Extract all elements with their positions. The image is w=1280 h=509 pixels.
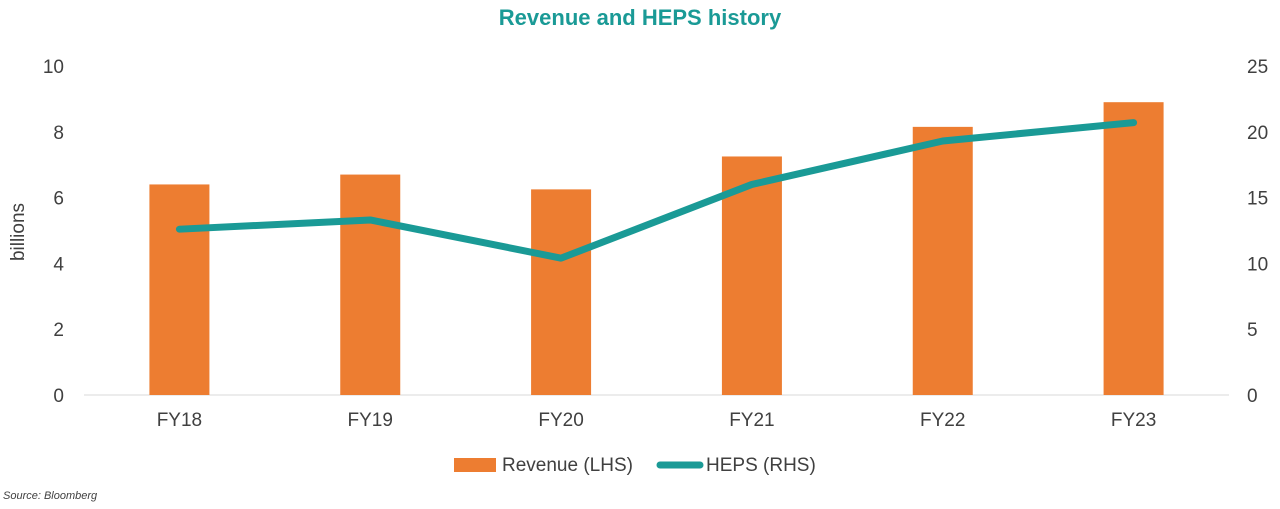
y-left-tick: 10 xyxy=(43,57,64,78)
x-tick: FY20 xyxy=(538,410,583,431)
y-axis-right: 0 5 10 15 20 25 xyxy=(1247,57,1268,407)
chart-title: Revenue and HEPS history xyxy=(499,5,782,30)
heps-line xyxy=(175,119,1138,262)
y-left-tick: 2 xyxy=(53,320,64,341)
y-right-tick: 20 xyxy=(1247,123,1268,144)
y-left-tick: 0 xyxy=(53,386,64,407)
legend-label-heps: HEPS (RHS) xyxy=(706,455,816,476)
y-axis-left: 0 2 4 6 8 10 xyxy=(43,57,65,407)
x-tick: FY21 xyxy=(729,410,774,431)
x-tick: FY22 xyxy=(920,410,965,431)
y-right-tick: 0 xyxy=(1247,386,1258,407)
y-left-tick: 8 xyxy=(53,123,64,144)
bar-FY18 xyxy=(149,184,210,395)
y-right-tick: 15 xyxy=(1247,189,1268,210)
y-axis-left-label: billions xyxy=(8,203,29,261)
bar-FY19 xyxy=(340,174,401,395)
bar-FY22 xyxy=(912,126,973,396)
bar-FY21 xyxy=(721,156,782,395)
x-axis: FY18 FY19 FY20 FY21 FY22 FY23 xyxy=(157,410,1157,431)
source-note: Source: Bloomberg xyxy=(3,490,98,502)
y-left-tick: 4 xyxy=(53,254,64,275)
x-tick: FY18 xyxy=(157,410,202,431)
y-right-tick: 25 xyxy=(1247,57,1268,78)
x-tick: FY23 xyxy=(1111,410,1156,431)
y-right-tick: 10 xyxy=(1247,254,1268,275)
bar-series xyxy=(149,102,1164,396)
bar-FY20 xyxy=(531,189,592,395)
legend-label-revenue: Revenue (LHS) xyxy=(502,455,633,476)
bar-FY23 xyxy=(1103,102,1164,395)
y-left-tick: 6 xyxy=(53,189,64,210)
legend: Revenue (LHS) HEPS (RHS) xyxy=(454,455,816,476)
y-right-tick: 5 xyxy=(1247,320,1258,341)
line-series xyxy=(175,119,1138,262)
legend-swatch-revenue xyxy=(454,458,496,472)
x-tick: FY19 xyxy=(348,410,393,431)
